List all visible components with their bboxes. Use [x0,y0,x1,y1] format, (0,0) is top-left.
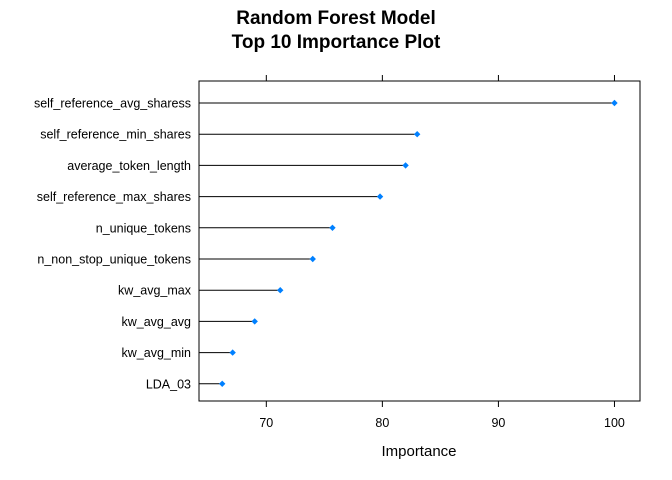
x-tick-label: 90 [491,416,505,430]
data-point [251,318,258,325]
data-point [309,255,316,263]
plot-frame [198,80,641,402]
category-label: average_token_length [67,159,191,173]
x-tick-label: 80 [375,416,389,430]
category-label-group: self_reference_avg_sharess self_reference… [34,97,192,392]
category-label: self_reference_min_shares [40,128,191,142]
category-label: n_unique_tokens [96,221,191,235]
category-label: LDA_03 [146,377,191,391]
data-point [376,193,384,200]
chart-title-line-1: Random Forest Model [236,8,436,29]
data-point [277,287,284,294]
data-point [219,380,226,387]
x-tick-label: 70 [259,416,273,430]
category-label: kw_avg_max [118,284,192,298]
chart-title-line-2: Top 10 Importance Plot [232,32,441,53]
x-axis-title: Importance [381,443,456,460]
data-point [413,131,421,138]
category-label: n_non_stop_unique_tokens [37,253,191,267]
point-group [219,99,618,387]
category-label: kw_avg_min [122,346,192,360]
data-point [329,224,336,231]
data-point [229,349,236,356]
category-label: self_reference_max_shares [37,190,191,204]
data-point [611,99,618,107]
category-label: kw_avg_avg [122,315,192,329]
category-label: self_reference_avg_sharess [34,97,191,111]
data-point [402,162,409,169]
tick-group: 70 80 90 100 [259,75,625,430]
stem-group [199,102,615,385]
x-tick-label: 100 [604,416,625,430]
